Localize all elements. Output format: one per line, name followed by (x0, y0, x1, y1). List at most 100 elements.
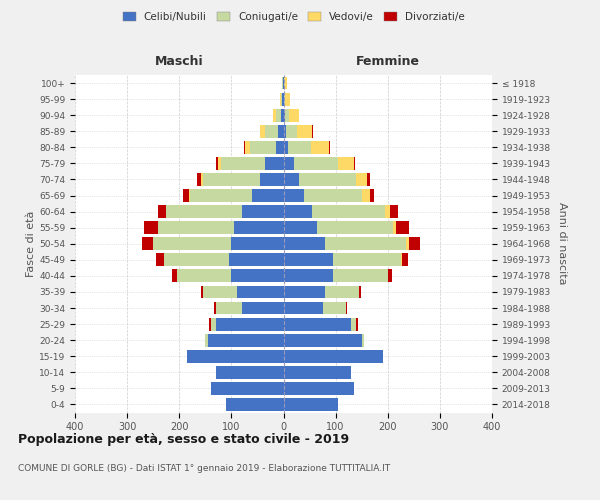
Bar (402, 254, 408, 266)
Bar (208, 334, 284, 346)
Bar (214, 302, 216, 314)
Legend: Celibi/Nubili, Coniugati/e, Vedovi/e, Divorziati/e: Celibi/Nubili, Coniugati/e, Vedovi/e, Di… (119, 8, 469, 26)
Bar (401, 254, 402, 266)
Bar (273, 108, 275, 122)
Bar (323, 302, 346, 314)
Bar (232, 238, 284, 250)
Bar (236, 286, 284, 298)
Bar (393, 221, 395, 234)
Bar (156, 254, 164, 266)
Bar (284, 141, 287, 154)
Bar (296, 125, 312, 138)
Bar (356, 173, 367, 186)
Bar (284, 92, 285, 106)
Bar (284, 318, 351, 330)
Bar (284, 350, 383, 362)
Bar (190, 189, 252, 202)
Bar (284, 221, 317, 234)
Bar (284, 254, 333, 266)
Bar (280, 92, 281, 106)
Bar (304, 189, 362, 202)
Bar (285, 92, 290, 106)
Bar (242, 205, 284, 218)
Bar (275, 141, 284, 154)
Bar (265, 157, 284, 170)
Text: Maschi: Maschi (155, 55, 203, 68)
Bar (388, 270, 392, 282)
Bar (284, 108, 289, 122)
Bar (205, 334, 208, 346)
Bar (164, 254, 229, 266)
Bar (166, 205, 242, 218)
Bar (284, 270, 333, 282)
Bar (284, 205, 312, 218)
Bar (333, 270, 388, 282)
Bar (188, 189, 190, 202)
Bar (284, 125, 286, 138)
Bar (242, 302, 284, 314)
Bar (216, 318, 284, 330)
Bar (283, 92, 284, 106)
Bar (359, 286, 361, 298)
Bar (391, 205, 398, 218)
Bar (201, 173, 203, 186)
Bar (354, 157, 355, 170)
Bar (299, 173, 356, 186)
Bar (176, 270, 232, 282)
Bar (284, 398, 338, 411)
Bar (209, 318, 211, 330)
Bar (216, 302, 242, 314)
Bar (158, 205, 166, 218)
Bar (275, 108, 281, 122)
Bar (317, 221, 393, 234)
Bar (311, 141, 329, 154)
Bar (142, 238, 153, 250)
Bar (287, 141, 311, 154)
Bar (329, 141, 331, 154)
Bar (409, 238, 420, 250)
Bar (370, 189, 374, 202)
Bar (203, 173, 260, 186)
Bar (260, 125, 265, 138)
Bar (226, 398, 284, 411)
Text: Popolazione per età, sesso e stato civile - 2019: Popolazione per età, sesso e stato civil… (18, 432, 349, 446)
Bar (281, 92, 283, 106)
Bar (265, 125, 278, 138)
Bar (284, 366, 351, 379)
Bar (250, 141, 275, 154)
Bar (197, 173, 201, 186)
Bar (346, 302, 347, 314)
Bar (325, 238, 406, 250)
Bar (351, 318, 356, 330)
Bar (200, 286, 203, 298)
Bar (278, 125, 284, 138)
Bar (216, 366, 284, 379)
Bar (284, 189, 304, 202)
Bar (362, 334, 364, 346)
Bar (158, 221, 234, 234)
Bar (284, 334, 362, 346)
Bar (216, 157, 218, 170)
Bar (338, 157, 354, 170)
Text: COMUNE DI GORLE (BG) - Dati ISTAT 1° gennaio 2019 - Elaborazione TUTTITALIA.IT: COMUNE DI GORLE (BG) - Dati ISTAT 1° gen… (18, 464, 390, 473)
Y-axis label: Anni di nascita: Anni di nascita (557, 202, 566, 285)
Bar (286, 125, 296, 138)
Bar (184, 189, 188, 202)
Bar (281, 108, 284, 122)
Bar (284, 382, 354, 395)
Text: Femmine: Femmine (356, 55, 420, 68)
Bar (284, 238, 325, 250)
Bar (289, 108, 299, 122)
Bar (395, 221, 409, 234)
Bar (284, 76, 287, 90)
Bar (284, 173, 299, 186)
Bar (312, 205, 385, 218)
Bar (211, 382, 284, 395)
Bar (252, 189, 284, 202)
Bar (244, 141, 245, 154)
Bar (406, 238, 409, 250)
Bar (221, 157, 265, 170)
Bar (284, 286, 325, 298)
Bar (218, 157, 221, 170)
Bar (385, 205, 391, 218)
